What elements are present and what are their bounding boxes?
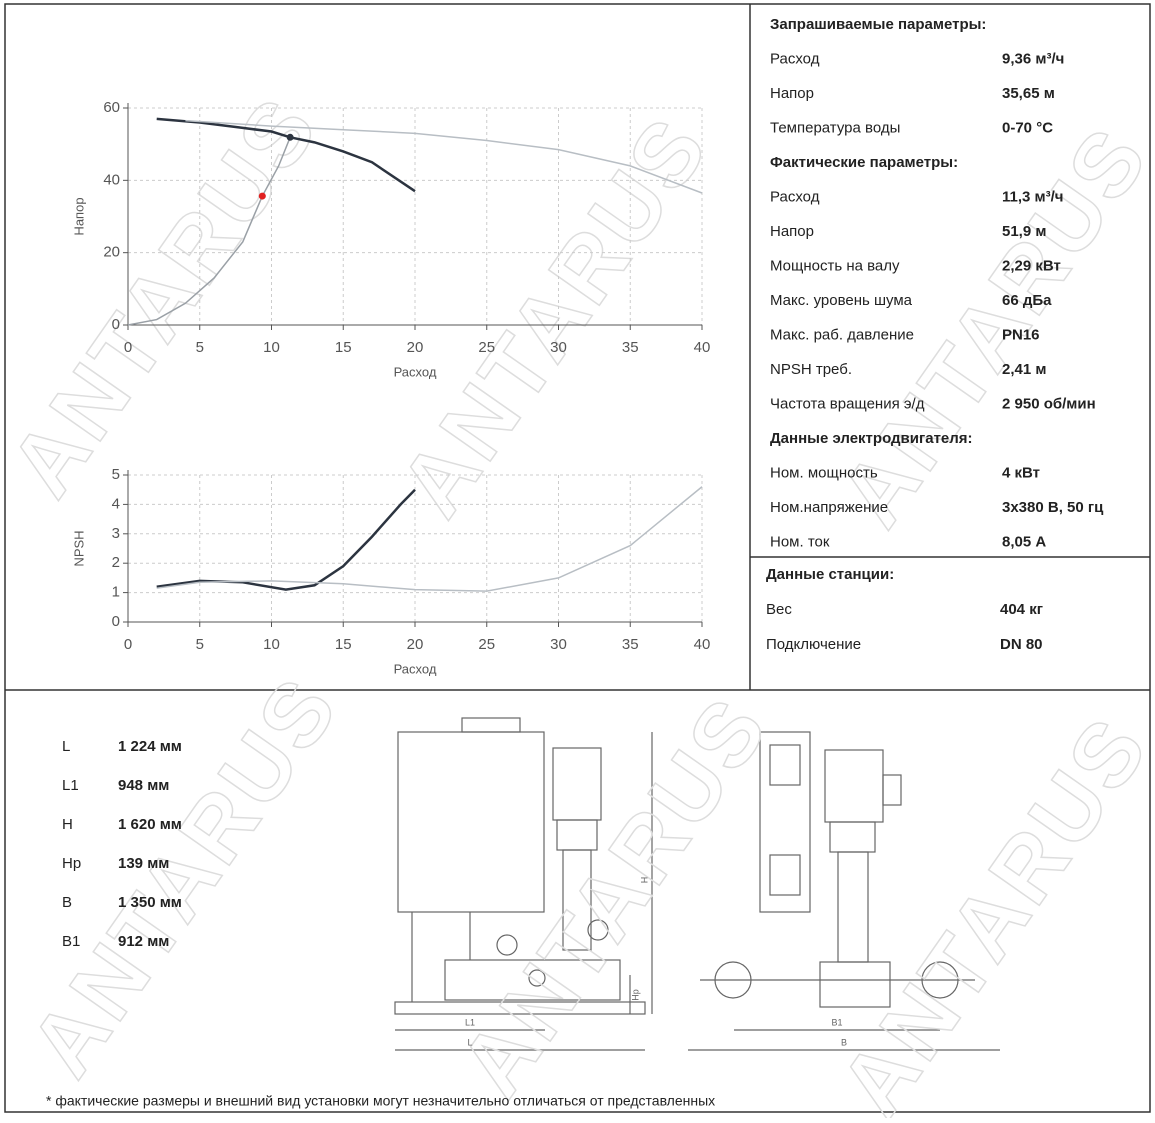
dimension-label: L <box>467 1037 472 1047</box>
x-tick-label: 25 <box>478 636 495 653</box>
point <box>258 192 266 200</box>
y-tick-label: 0 <box>112 613 120 630</box>
drawing-side <box>688 731 1000 1051</box>
param-name: Частота вращения э/д <box>770 395 925 412</box>
param-name: Подключение <box>766 636 861 653</box>
param-value: 9,36 м³/ч <box>1002 50 1064 67</box>
frame <box>4 3 1151 1113</box>
dim-value: 1 350 мм <box>118 894 182 911</box>
param-name: Макс. уровень шума <box>770 292 913 309</box>
param-value: 2 950 об/мин <box>1002 395 1096 412</box>
x-tick-label: 0 <box>124 339 132 356</box>
drawing-front <box>394 717 653 1051</box>
param-value: 2,41 м <box>1002 361 1046 378</box>
x-tick-label: 40 <box>694 636 711 653</box>
section-title: Данные станции: <box>766 566 894 583</box>
watermark: ANTARUS <box>822 699 1155 1118</box>
dimension-label: L1 <box>465 1017 475 1027</box>
point <box>286 133 294 141</box>
param-name: Ном. мощность <box>770 464 878 481</box>
y-tick-label: 4 <box>112 495 120 512</box>
x-tick-label: 30 <box>550 636 567 653</box>
x-tick-label: 10 <box>263 636 280 653</box>
y-tick-label: 5 <box>112 466 120 483</box>
dimension-label: Hp <box>630 989 640 1001</box>
x-tick-label: 0 <box>124 636 132 653</box>
x-tick-label: 35 <box>622 636 639 653</box>
dim-name: L1 <box>62 777 79 794</box>
x-tick-label: 15 <box>335 636 352 653</box>
dim-name: Hp <box>62 855 81 872</box>
param-value: 0-70 °С <box>1002 119 1053 136</box>
x-tick-label: 5 <box>196 339 204 356</box>
x-axis-label: Расход <box>394 661 437 676</box>
x-tick-label: 20 <box>407 636 424 653</box>
param-value: 2,29 кВт <box>1002 257 1061 274</box>
dim-value: 912 мм <box>118 933 169 950</box>
y-tick-label: 60 <box>103 99 120 116</box>
section-title: Фактические параметры: <box>770 154 958 171</box>
param-value: 51,9 м <box>1002 223 1046 240</box>
dim-name: H <box>62 816 73 833</box>
watermark: ANTARUS <box>12 659 359 1094</box>
x-tick-label: 5 <box>196 636 204 653</box>
x-tick-label: 25 <box>478 339 495 356</box>
watermark: ANTARUS <box>442 679 789 1114</box>
y-tick-label: 20 <box>103 244 120 261</box>
dimension-label: B <box>841 1037 847 1047</box>
dim-value: 1 224 мм <box>118 738 182 755</box>
param-name: Напор <box>770 85 814 102</box>
dim-value: 139 мм <box>118 855 169 872</box>
section-title: Запрашиваемые параметры: <box>770 16 986 33</box>
dimension-label: H <box>639 877 649 884</box>
x-tick-label: 30 <box>550 339 567 356</box>
y-tick-label: 0 <box>112 316 120 333</box>
x-tick-label: 10 <box>263 339 280 356</box>
param-name: Макс. раб. давление <box>770 326 914 343</box>
dim-name: L <box>62 738 70 755</box>
x-tick-label: 15 <box>335 339 352 356</box>
x-tick-label: 20 <box>407 339 424 356</box>
y-tick-label: 2 <box>112 554 120 571</box>
dim-name: B <box>62 894 72 911</box>
dimension-label: B1 <box>831 1017 842 1027</box>
param-name: Мощность на валу <box>770 257 900 274</box>
param-name: Температура воды <box>770 119 900 136</box>
dim-value: 948 мм <box>118 777 169 794</box>
param-value: DN 80 <box>1000 636 1043 653</box>
y-axis-label: Напор <box>71 197 86 235</box>
section-title: Данные электродвигателя: <box>770 430 973 447</box>
line <box>156 486 703 592</box>
param-value: 66 дБа <box>1002 292 1052 309</box>
param-value: PN16 <box>1002 326 1040 343</box>
param-name: Расход <box>770 188 820 205</box>
param-name: Вес <box>766 601 792 618</box>
y-axis-label: NPSH <box>71 530 86 566</box>
line <box>185 119 703 194</box>
param-name: NPSH треб. <box>770 361 852 378</box>
param-name: Ном.напряжение <box>770 499 888 516</box>
param-value: 4 кВт <box>1002 464 1040 481</box>
y-tick-label: 40 <box>103 171 120 188</box>
y-tick-label: 3 <box>112 525 120 542</box>
param-name: Напор <box>770 223 814 240</box>
x-tick-label: 40 <box>694 339 711 356</box>
watermark: ANTARUS <box>382 99 729 534</box>
param-value: 404 кг <box>1000 601 1043 618</box>
x-tick-label: 35 <box>622 339 639 356</box>
param-value: 8,05 А <box>1002 533 1046 550</box>
param-name: Расход <box>770 50 820 67</box>
param-value: 3х380 В, 50 гц <box>1002 499 1104 516</box>
param-name: Ном. ток <box>770 533 830 550</box>
line <box>127 137 291 326</box>
dim-name: B1 <box>62 933 80 950</box>
param-value: 35,65 м <box>1002 85 1055 102</box>
footnote: * фактические размеры и внешний вид уста… <box>46 1093 715 1109</box>
dim-value: 1 620 мм <box>118 816 182 833</box>
param-value: 11,3 м³/ч <box>1002 188 1064 205</box>
y-tick-label: 1 <box>112 584 120 601</box>
x-axis-label: Расход <box>394 364 437 379</box>
